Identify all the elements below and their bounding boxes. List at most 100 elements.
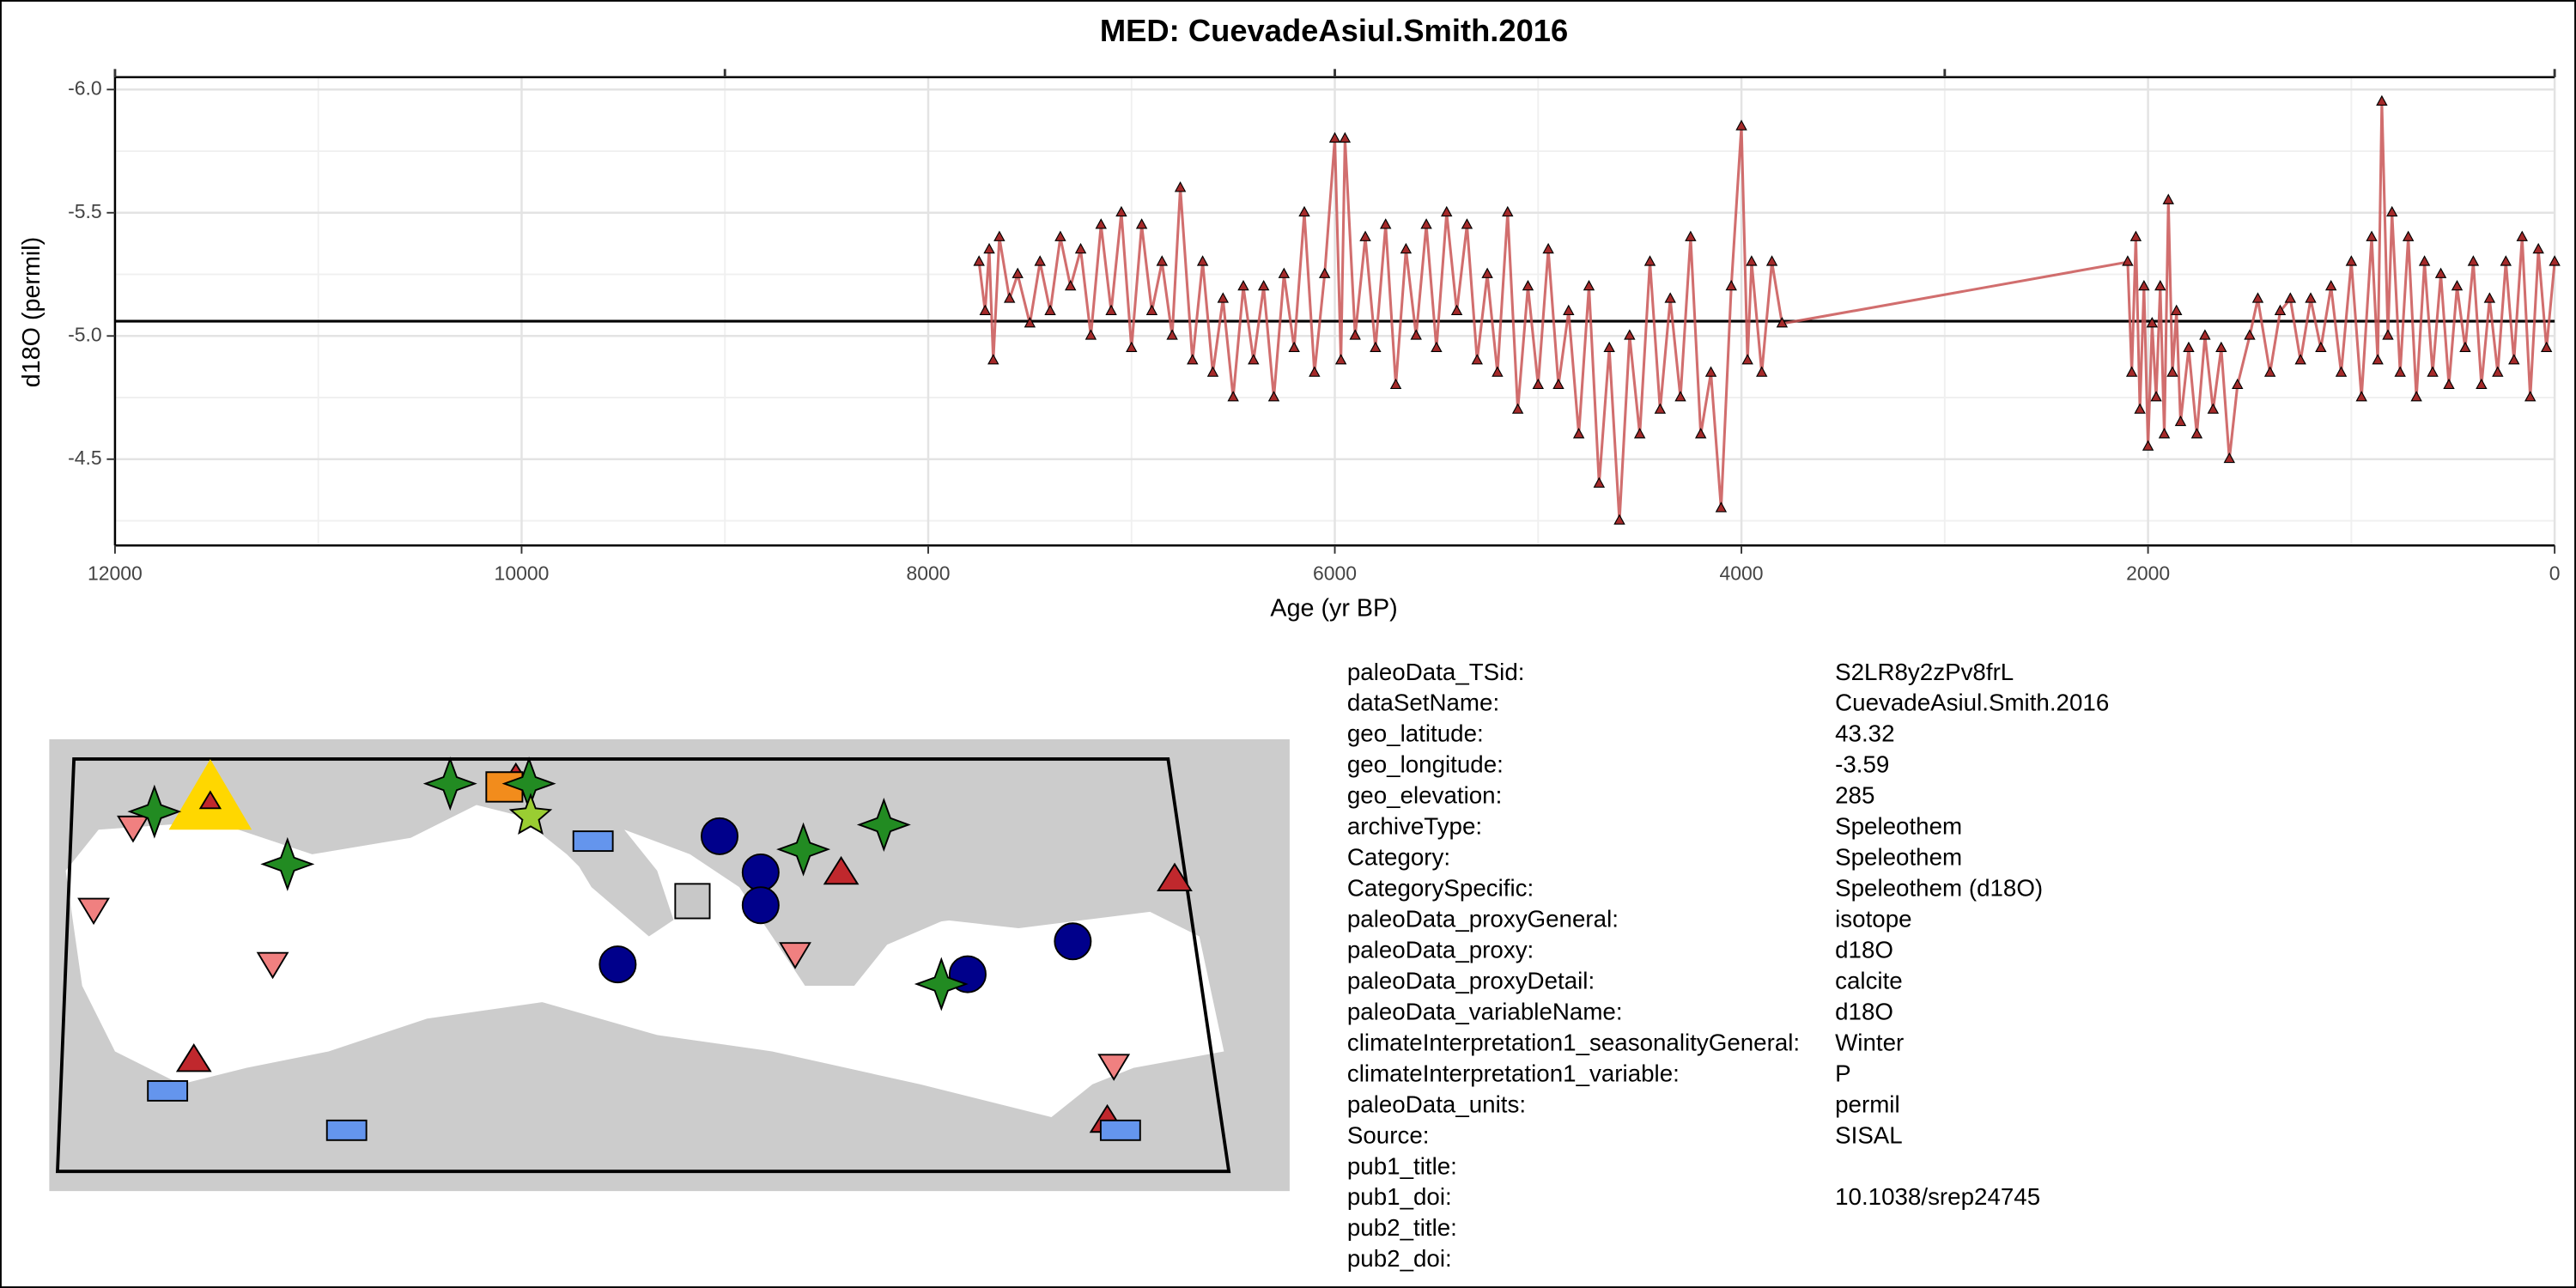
data-point [1603,341,1615,353]
metadata-key: pub1_title: [1347,1152,1457,1179]
data-point [2199,329,2211,340]
data-point [2125,366,2138,377]
data-point [1542,242,1554,254]
data-point [979,304,991,315]
data-point [1257,279,1270,291]
data-point [1532,378,1545,390]
data-point [2492,366,2504,377]
data-point [1115,205,1127,217]
data-point [1593,477,1606,488]
data-point [1166,329,1178,340]
data-point [1431,341,1443,353]
data-point [2372,354,2384,365]
y-axis-label: d18O (permil) [18,237,46,387]
data-point [2427,366,2439,377]
data-point [2134,403,2146,414]
site [776,822,831,877]
metadata-key: Category: [1347,844,1450,871]
data-point [2122,255,2134,266]
data-point [1563,304,1575,315]
data-point [2263,366,2276,377]
y-tick-label: -6.0 [68,76,102,99]
data-point [973,255,985,266]
metadata-key: climateInterpretation1_seasonalityGenera… [1347,1029,1800,1055]
site [147,1079,189,1102]
data-point [1685,230,1697,241]
data-point [2232,378,2244,390]
metadata-value: P [1835,1060,1850,1086]
data-point [1410,329,1422,340]
data-point [1511,403,1524,414]
data-point [1583,279,1595,291]
site [741,853,780,891]
y-tick-label: -4.5 [68,447,102,469]
x-tick-label: 6000 [1313,562,1357,585]
data-point [2386,205,2398,217]
data-point [2142,440,2154,451]
metadata-key: paleoData_TSid: [1347,659,1525,685]
data-point [1359,230,1371,241]
y-tick-label: -5.5 [68,200,102,222]
metadata-key: dataSetName: [1347,690,1499,716]
metadata-value: permil [1835,1091,1900,1117]
metadata-value: 43.32 [1835,720,1894,747]
data-point [2376,94,2388,106]
site [779,942,811,969]
data-point [2443,378,2455,390]
data-point [2129,230,2142,241]
metadata-key: paleoData_proxyGeneral: [1347,906,1619,933]
metadata-key: climateInterpretation1_variable: [1347,1060,1680,1086]
data-point [2190,428,2203,439]
site [256,951,289,980]
metadata-key: pub1_doi: [1347,1183,1452,1210]
data-point [2451,279,2464,291]
site [598,945,637,984]
data-point [1471,354,1483,365]
metadata-value: calcite [1835,967,1903,993]
metadata-value: isotope [1835,906,1911,933]
data-point [1084,329,1097,340]
data-point [1156,255,1168,266]
data-point [1105,304,1117,315]
data-point [2154,279,2166,291]
metadata-key: geo_longitude: [1347,751,1504,778]
data-point [2146,317,2159,328]
data-point [1643,255,1656,266]
data-point [2166,366,2178,377]
metadata-table: paleoData_TSid: S2LR8y2zPv8frL dataSetName… [1347,659,2109,1272]
data-point [2138,279,2150,291]
site [117,815,149,843]
data-point [993,230,1005,241]
metadata-key: pub2_doi: [1347,1245,1452,1272]
y-tick-label: -5.0 [68,323,102,345]
data-point [2459,341,2471,353]
data-point [1756,366,1768,377]
data-point [1065,279,1077,291]
data-point [1328,131,1341,143]
site [127,784,182,839]
metadata-key: paleoData_variableName: [1347,998,1623,1024]
data-point [1400,242,1413,254]
metadata-key: Source: [1347,1121,1430,1148]
data-point [1278,267,1291,278]
data-point [1248,354,1260,365]
data-point [1227,391,1239,402]
data-point [1145,304,1158,315]
data-point [1725,279,1737,291]
data-point [1349,329,1361,340]
site [1097,1054,1131,1081]
metadata-value: S2LR8y2zPv8frL [1835,659,2014,685]
data-point [1370,341,1382,353]
data-point [1613,513,1625,525]
metadata-value: 10.1038/srep24745 [1835,1183,2040,1210]
data-point [1318,267,1331,278]
metadata-key: paleoData_proxyDetail: [1347,967,1595,993]
data-point [1334,354,1347,365]
metadata-value: SISAL [1835,1121,1903,1148]
x-tick-label: 10000 [495,562,550,585]
metadata-key: geo_latitude: [1347,720,1484,747]
data-point [1003,292,1016,303]
data-point [1735,119,1747,131]
data-point [2215,341,2227,353]
data-point [2500,255,2512,266]
